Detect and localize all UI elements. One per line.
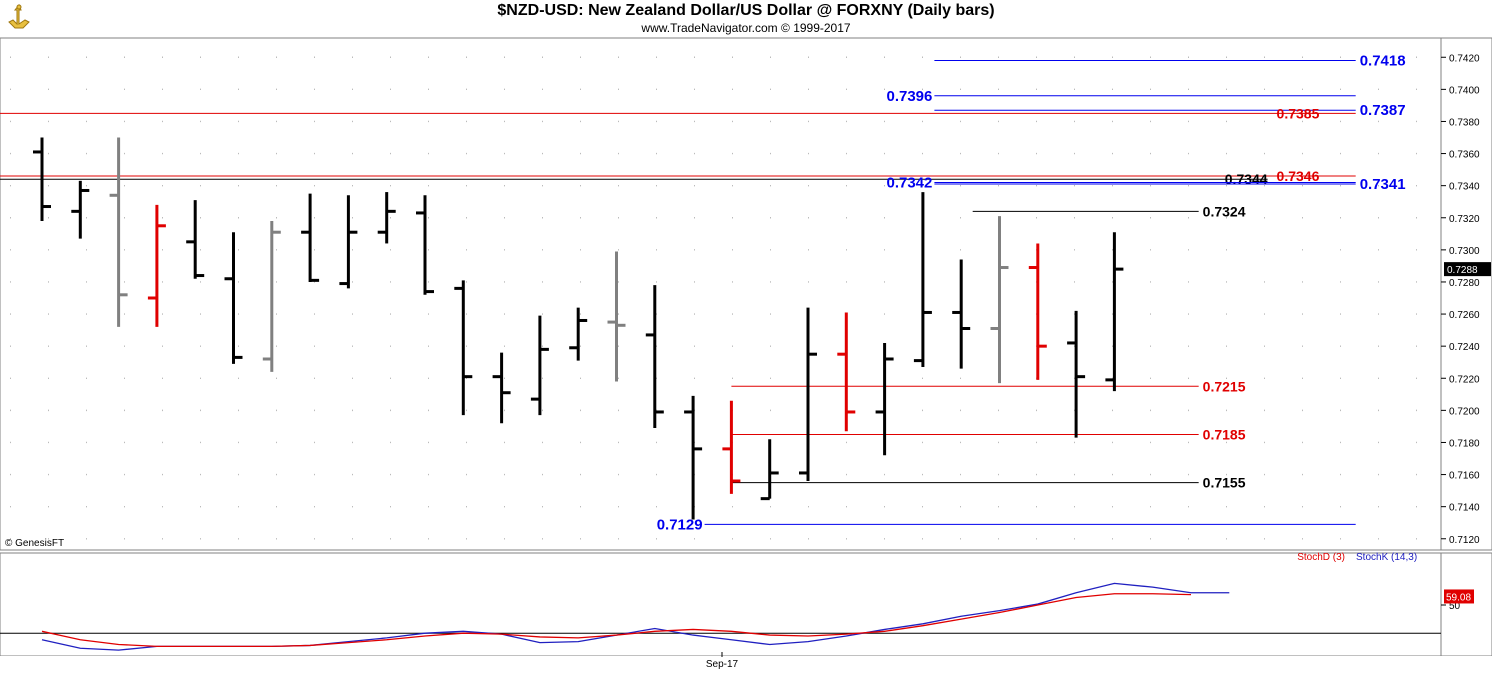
ohlc-bar [530, 315, 549, 416]
price-tick-label: 0.7180 [1449, 438, 1480, 449]
level-lines: 0.7418 0.7396 0.7387 0.7385 0.7346 0.7344 0.73… [0, 52, 1406, 533]
ohlc-bar [684, 395, 703, 520]
ohlc-bar [722, 400, 741, 494]
ohlc-bar [186, 200, 205, 279]
level-label: 0.7387 [1360, 102, 1406, 119]
ohlc-bar [1105, 232, 1124, 392]
last-price-label: 0.7288 [1447, 265, 1478, 276]
time-axis-panel [0, 656, 1492, 673]
ohlc-bar [416, 195, 434, 295]
level-label: 0.7155 [1203, 475, 1246, 491]
ohlc-bar [377, 192, 396, 244]
price-tick-label: 0.7220 [1449, 374, 1480, 385]
price-panel [0, 37, 1442, 551]
ohlc-bar [760, 439, 779, 501]
ohlc-bar [147, 204, 166, 327]
level-label: 0.7129 [657, 516, 703, 533]
ohlc-bar [1067, 310, 1086, 438]
ohlc-bar [1028, 243, 1047, 380]
price-tick-label: 0.7420 [1449, 53, 1480, 64]
chart-title: $NZD-USD: New Zealand Dollar/US Dollar @… [497, 2, 995, 19]
price-tick-label: 0.7280 [1449, 278, 1480, 289]
price-tick-label: 0.7240 [1449, 342, 1480, 353]
price-axis-panel [1440, 37, 1492, 551]
level-label: 0.7185 [1203, 426, 1246, 442]
stoch-axis-panel [1440, 552, 1492, 657]
ohlc-bar [990, 216, 1009, 384]
ohlc-bar [301, 193, 320, 282]
ohlc-bar [569, 307, 588, 361]
level-label: 0.7215 [1203, 378, 1246, 394]
ohlc-bar [109, 137, 128, 327]
ohlc-bar [913, 192, 932, 368]
stoch-last-box [1444, 589, 1474, 604]
price-tick-label: 0.7320 [1449, 214, 1480, 225]
level-label: 0.7346 [1277, 168, 1320, 184]
price-tick-label: 0.7200 [1449, 406, 1480, 417]
price-tick-label: 0.7120 [1449, 535, 1480, 546]
ohlc-bar [607, 251, 626, 382]
ohlc-bar [339, 195, 358, 289]
level-label: 0.7385 [1277, 105, 1320, 121]
stoch-last-label: 59.08 [1446, 592, 1471, 603]
level-label: 0.7418 [1360, 52, 1406, 69]
ohlc-bar [71, 180, 90, 239]
last-price-box [1444, 262, 1491, 277]
price-tick-label: 0.7160 [1449, 471, 1480, 482]
price-axis: 0.7120 0.7140 0.7160 0.7180 0.7200 0.7220 0.72… [1441, 53, 1491, 546]
stoch-tick-label: 50 [1449, 601, 1461, 612]
trade-navigator-logo [3, 2, 35, 34]
ohlc-bar [952, 259, 971, 369]
ohlc-bars [33, 137, 1124, 520]
ohlc-bar [224, 232, 243, 364]
level-label: 0.7344 [1225, 171, 1268, 187]
legend-stochd: StochD (3) [1297, 552, 1345, 563]
ohlc-bar [645, 285, 664, 429]
price-tick-label: 0.7300 [1449, 246, 1480, 257]
ohlc-bar [875, 342, 894, 456]
price-tick-label: 0.7380 [1449, 117, 1480, 128]
stoch-panel [0, 552, 1442, 657]
watermark: © GenesisFT [5, 538, 64, 549]
ohlc-bar [799, 307, 817, 481]
price-tick-label: 0.7340 [1449, 182, 1480, 193]
stochd-line [41, 593, 1192, 648]
price-tick-label: 0.7400 [1449, 85, 1480, 96]
level-label: 0.7396 [886, 88, 932, 105]
ohlc-bar [837, 312, 856, 432]
chart-header: $NZD-USD: New Zealand Dollar/US Dollar @… [0, 0, 1492, 38]
price-tick-label: 0.7140 [1449, 503, 1480, 514]
ohlc-bar [262, 220, 281, 372]
x-axis-label: Sep-17 [706, 659, 739, 670]
legend-stochk: StochK (14,3) [1356, 552, 1417, 563]
ohlc-bar [33, 137, 51, 221]
level-label: 0.7342 [886, 174, 932, 191]
price-tick-label: 0.7360 [1449, 150, 1480, 161]
chart-subtitle: www.TradeNavigator.com © 1999-2017 [641, 21, 851, 35]
ohlc-bar [492, 352, 511, 424]
level-label: 0.7324 [1203, 203, 1246, 219]
level-label: 0.7341 [1360, 176, 1406, 193]
ohlc-bar [454, 280, 473, 416]
price-tick-label: 0.7260 [1449, 310, 1480, 321]
